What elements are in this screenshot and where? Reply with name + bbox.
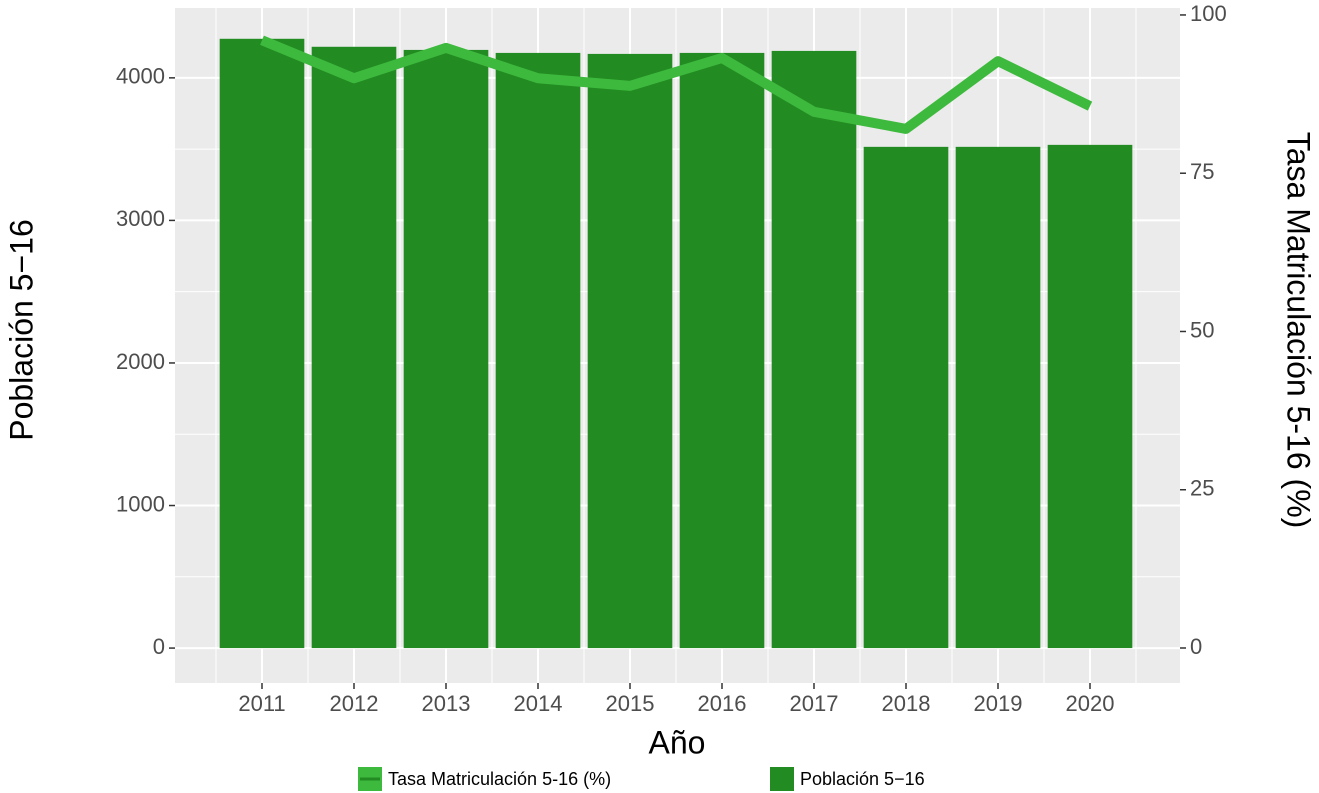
legend-label: Tasa Matriculación 5-16 (%) xyxy=(388,769,611,789)
y-tick-label: 1000 xyxy=(116,491,165,516)
bar xyxy=(311,46,397,649)
bar xyxy=(1047,144,1133,649)
x-tick-label: 2013 xyxy=(422,691,471,716)
y-tick-label: 4000 xyxy=(116,64,165,89)
y2-tick-label: 100 xyxy=(1190,1,1227,26)
x-tick-label: 2011 xyxy=(238,691,285,716)
x-tick-label: 2019 xyxy=(974,691,1023,716)
x-tick-label: 2014 xyxy=(514,691,563,716)
bar xyxy=(679,52,765,649)
x-tick-label: 2017 xyxy=(790,691,839,716)
x-tick-label: 2012 xyxy=(330,691,379,716)
bar xyxy=(771,50,857,649)
y2-tick-label: 25 xyxy=(1190,476,1214,501)
y2-tick-label: 50 xyxy=(1190,317,1214,342)
bar xyxy=(955,146,1041,649)
y2-tick-label: 0 xyxy=(1190,634,1202,659)
bar xyxy=(587,53,673,649)
bar xyxy=(863,146,949,649)
y-tick-label: 0 xyxy=(153,634,165,659)
legend-key xyxy=(770,767,794,791)
bar xyxy=(495,52,581,649)
marks xyxy=(219,38,1133,649)
y2-axis-title: Tasa Matriculación 5-16 (%) xyxy=(1281,132,1317,529)
x-axis-title: Año xyxy=(649,724,706,760)
y-tick-label: 3000 xyxy=(116,206,165,231)
x-tick-label: 2016 xyxy=(698,691,747,716)
y-tick-label: 2000 xyxy=(116,349,165,374)
x-tick-label: 2018 xyxy=(882,691,931,716)
line xyxy=(260,35,1093,134)
y-axis-title: Población 5−16 xyxy=(3,219,39,441)
bar xyxy=(403,49,489,649)
legend-label: Población 5−16 xyxy=(800,769,925,789)
x-tick-label: 2015 xyxy=(606,691,655,716)
y2-tick-label: 75 xyxy=(1190,159,1214,184)
bar xyxy=(219,38,305,649)
x-tick-label: 2020 xyxy=(1066,691,1115,716)
